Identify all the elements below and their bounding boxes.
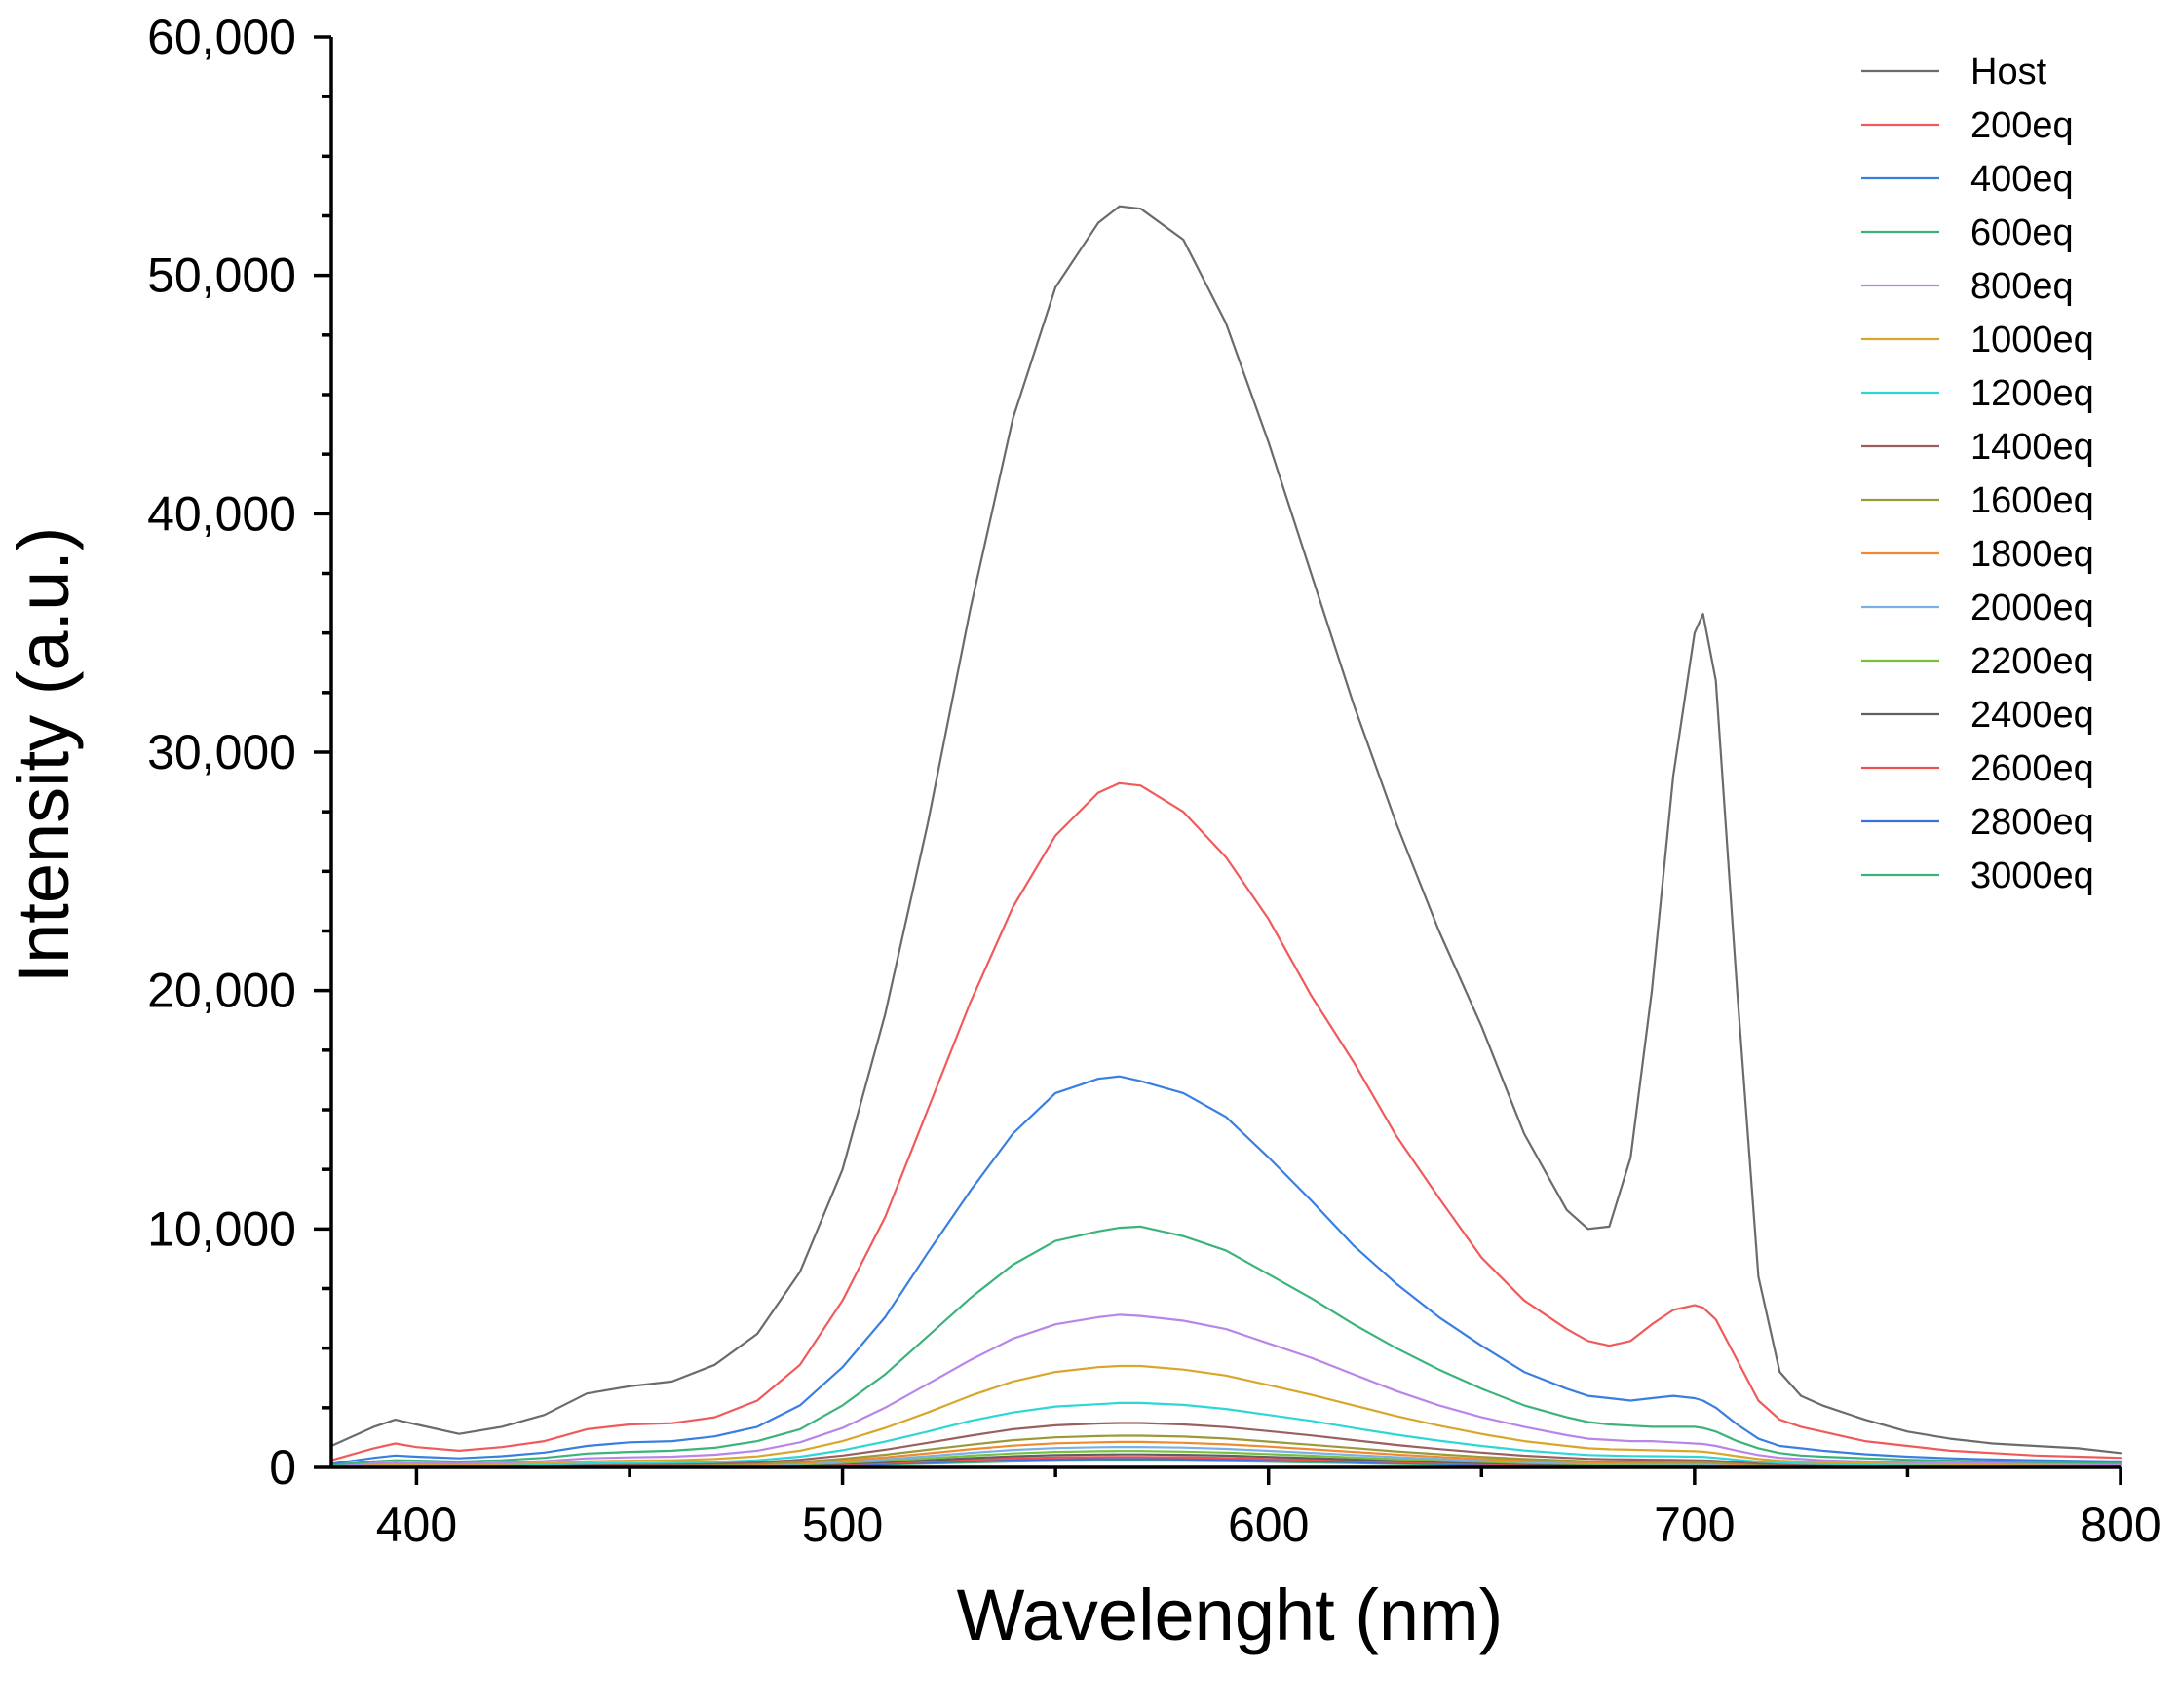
legend-item-1000eq: 1000eq <box>1861 320 2094 361</box>
series-layer <box>329 205 2122 1468</box>
legend-item-2600eq: 2600eq <box>1861 748 2094 789</box>
legend-label: 2800eq <box>1970 802 2094 843</box>
legend-label: 3000eq <box>1970 855 2094 896</box>
legend-label: 2600eq <box>1970 748 2094 789</box>
x-tick-label: 600 <box>1228 1498 1309 1552</box>
legend-item-2200eq: 2200eq <box>1861 641 2094 682</box>
x-tick-label: 800 <box>2080 1498 2160 1552</box>
legend-label: 200eq <box>1970 105 2074 146</box>
legend-label: 1800eq <box>1970 534 2094 575</box>
series-line-1400eq <box>329 1422 2122 1468</box>
legend-item-1400eq: 1400eq <box>1861 427 2094 468</box>
y-tick-label: 60,000 <box>147 10 296 64</box>
series-line-1200eq <box>329 1401 2122 1468</box>
legend-label: 1400eq <box>1970 427 2094 468</box>
legend-item-3000eq: 3000eq <box>1861 855 2094 896</box>
legend-label: 2400eq <box>1970 695 2094 736</box>
legend-label: 400eq <box>1970 159 2074 200</box>
legend-label: 2000eq <box>1970 588 2094 628</box>
legend-label: 1600eq <box>1970 480 2094 521</box>
legend-item-200eq: 200eq <box>1861 105 2074 146</box>
legend-item-2000eq: 2000eq <box>1861 588 2094 628</box>
x-tick-label: 500 <box>802 1498 883 1552</box>
series-line-1000eq <box>329 1364 2122 1467</box>
legend-item-1800eq: 1800eq <box>1861 534 2094 575</box>
y-tick-label: 10,000 <box>147 1201 296 1256</box>
y-tick-label: 0 <box>269 1440 296 1495</box>
y-axis-title: Intensity (a.u.) <box>3 527 84 984</box>
legend-item-2400eq: 2400eq <box>1861 695 2094 736</box>
y-tick-label: 30,000 <box>147 725 296 779</box>
legend-label: 1200eq <box>1970 373 2094 414</box>
x-axis-title: Wavelenght (nm) <box>957 1575 1504 1655</box>
series-line-host <box>329 205 2122 1455</box>
x-tick-label: 700 <box>1654 1498 1735 1552</box>
y-tick-label: 20,000 <box>147 964 296 1018</box>
series-line-600eq <box>329 1225 2122 1466</box>
legend-label: 2200eq <box>1970 641 2094 682</box>
legend-item-1600eq: 1600eq <box>1861 480 2094 521</box>
series-line-200eq <box>329 781 2122 1461</box>
legend-item-400eq: 400eq <box>1861 159 2074 200</box>
legend: Host 200eq 400eq 600eq 800eq 1000eq 1200eq 1400… <box>1861 52 2094 896</box>
legend-item-host: Host <box>1861 52 2047 93</box>
legend-label: 1000eq <box>1970 320 2094 361</box>
series-line-800eq <box>329 1313 2122 1467</box>
legend-item-600eq: 600eq <box>1861 212 2074 253</box>
legend-item-2800eq: 2800eq <box>1861 802 2094 843</box>
x-tick-label: 400 <box>376 1498 457 1552</box>
legend-item-1200eq: 1200eq <box>1861 373 2094 414</box>
y-tick-label: 40,000 <box>147 486 296 541</box>
legend-label: Host <box>1970 52 2047 93</box>
legend-item-800eq: 800eq <box>1861 266 2074 307</box>
series-line-400eq <box>329 1075 2122 1465</box>
y-tick-label: 50,000 <box>147 248 296 303</box>
legend-label: 800eq <box>1970 266 2074 307</box>
legend-label: 600eq <box>1970 212 2074 253</box>
axes-layer: 0 10,000 20,000 30,000 40,000 50,000 60,000 400… <box>147 10 2161 1552</box>
